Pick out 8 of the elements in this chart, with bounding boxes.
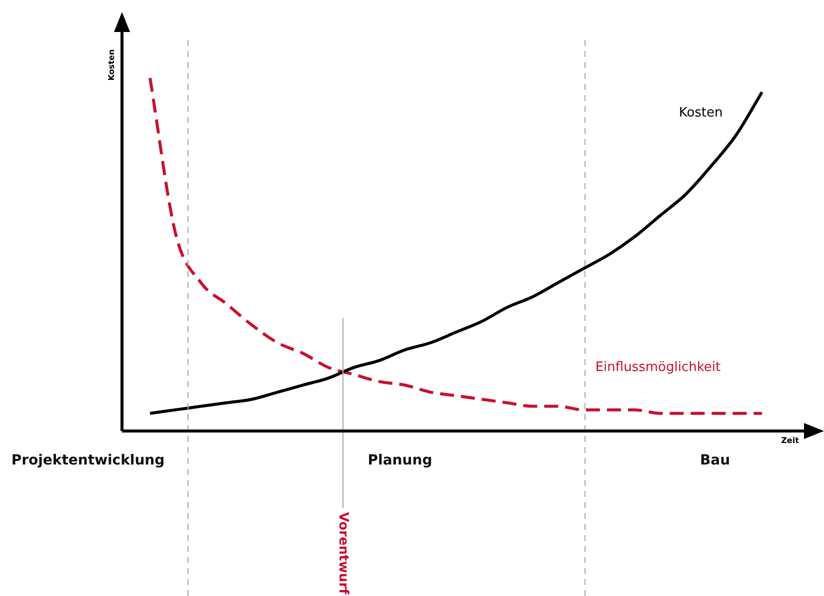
series-label: Kosten	[678, 106, 723, 121]
text: Projektentwicklung	[11, 452, 165, 469]
x-axis-title: Zeit	[781, 436, 800, 446]
text: Vorentwurf	[336, 512, 351, 595]
text: Einflussmöglichkeit	[595, 360, 721, 375]
y-axis-title: Kosten	[107, 49, 116, 81]
text: Planung	[368, 452, 432, 469]
text: Bau	[700, 452, 730, 469]
